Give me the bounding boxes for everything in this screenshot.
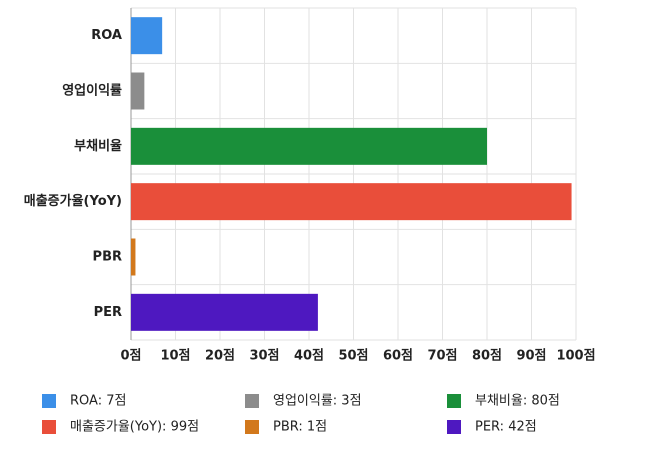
legend-swatch — [245, 420, 259, 434]
y-tick-label: 매출증가율(YoY) — [24, 193, 122, 209]
x-tick-label: 20점 — [205, 349, 235, 364]
y-tick-label: PBR — [93, 250, 122, 265]
y-tick-label: ROA — [91, 28, 122, 43]
legend-swatch — [447, 420, 461, 434]
bar — [131, 293, 318, 331]
x-tick-label: 30점 — [249, 349, 279, 364]
x-tick-label: 70점 — [427, 349, 457, 364]
x-tick-label: 40점 — [294, 349, 324, 364]
legend-label: 부채비율: 80점 — [475, 394, 560, 409]
y-tick-label: 부채비율 — [74, 138, 122, 154]
legend-swatch — [447, 394, 461, 408]
legend-swatch — [42, 420, 56, 434]
x-tick-label: 50점 — [338, 349, 368, 364]
x-tick-label: 100점 — [556, 349, 595, 364]
bar — [131, 17, 163, 55]
x-tick-label: 10점 — [160, 349, 190, 364]
x-tick-label: 80점 — [472, 349, 502, 364]
legend-swatch — [245, 394, 259, 408]
legend-label: 매출증가율(YoY): 99점 — [70, 420, 199, 435]
legend-label: PER: 42점 — [475, 420, 537, 435]
legend-swatch — [42, 394, 56, 408]
legend-label: PBR: 1점 — [273, 420, 327, 435]
y-tick-label: PER — [94, 305, 122, 320]
bar — [131, 72, 145, 110]
bar — [131, 238, 136, 276]
bar — [131, 127, 487, 165]
x-tick-label: 90점 — [516, 349, 546, 364]
bar — [131, 183, 572, 221]
x-tick-label: 60점 — [383, 349, 413, 364]
y-tick-label: 영업이익률 — [62, 83, 122, 99]
legend-label: 영업이익률: 3점 — [273, 394, 362, 409]
legend-label: ROA: 7점 — [70, 394, 126, 409]
x-tick-label: 0점 — [120, 349, 141, 364]
